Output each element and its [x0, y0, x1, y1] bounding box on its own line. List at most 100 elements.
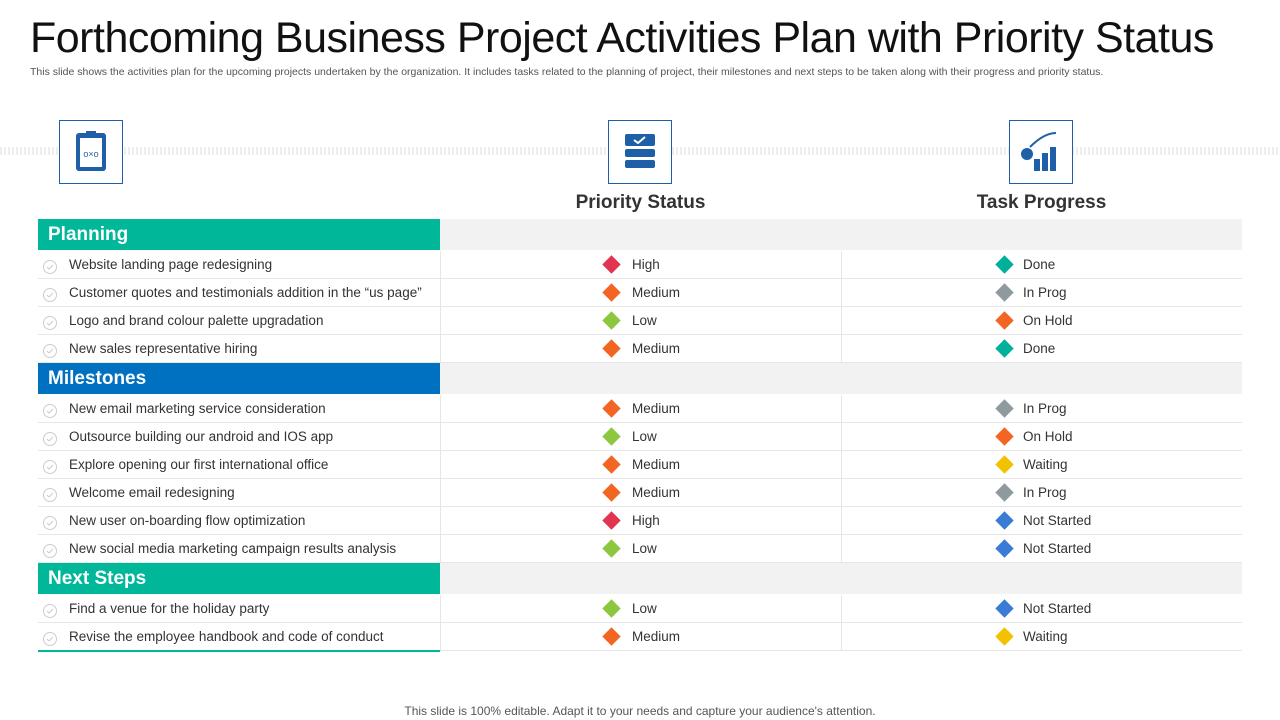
status-label: Low	[632, 313, 657, 328]
task-label: Website landing page redesigning	[69, 257, 273, 272]
divider	[440, 623, 441, 650]
svg-text:o×o: o×o	[83, 149, 98, 159]
status-diamond	[995, 483, 1014, 502]
status-label: Medium	[632, 485, 681, 500]
check-icon	[42, 401, 58, 418]
divider	[841, 507, 842, 534]
status-label: Medium	[632, 401, 681, 416]
table-row: Website landing page redesigning High Done	[38, 251, 1242, 279]
list-icon	[608, 120, 672, 184]
task-label: New sales representative hiring	[69, 341, 258, 356]
divider	[841, 279, 842, 306]
divider	[440, 251, 441, 278]
status-diamond	[602, 339, 621, 358]
status-diamond	[995, 399, 1014, 418]
check-icon	[42, 513, 58, 530]
divider	[841, 307, 842, 334]
table-row: Find a venue for the holiday party Low Not…	[38, 595, 1242, 623]
status-label: Not Started	[1023, 601, 1092, 616]
status-diamond	[602, 483, 621, 502]
table-bottom-line	[38, 650, 440, 652]
table-row: Welcome email redesigning Medium In Prog	[38, 479, 1242, 507]
status-label: Low	[632, 429, 657, 444]
divider	[841, 423, 842, 450]
column-header: Priority Status	[575, 192, 706, 213]
status-label: Not Started	[1023, 541, 1092, 556]
table-row: Outsource building our android and IOS a…	[38, 423, 1242, 451]
growth-icon	[1009, 120, 1073, 184]
divider	[440, 535, 441, 562]
status-label: Medium	[632, 341, 681, 356]
check-icon	[42, 601, 58, 618]
table-row: Customer quotes and testimonials additio…	[38, 279, 1242, 307]
divider	[841, 335, 842, 362]
status-diamond	[602, 455, 621, 474]
section-header: Milestones	[38, 363, 440, 394]
check-icon	[42, 429, 58, 446]
status-label: Waiting	[1023, 457, 1068, 472]
status-diamond	[602, 311, 621, 330]
footer: This slide is 100% editable. Adapt it to…	[404, 704, 876, 718]
title: Forthcoming Business Project Activities …	[30, 14, 1214, 62]
status-diamond	[995, 255, 1014, 274]
divider	[841, 479, 842, 506]
divider	[841, 623, 842, 650]
divider	[440, 595, 441, 622]
status-label: High	[632, 257, 660, 272]
status-label: On Hold	[1023, 429, 1073, 444]
check-icon	[42, 341, 58, 358]
check-icon	[42, 485, 58, 502]
divider	[440, 507, 441, 534]
check-icon	[42, 629, 58, 646]
status-diamond	[602, 283, 621, 302]
divider	[841, 251, 842, 278]
status-diamond	[995, 455, 1014, 474]
divider	[440, 395, 441, 422]
section-header: Planning	[38, 219, 440, 250]
status-label: Low	[632, 601, 657, 616]
section-band	[440, 219, 1242, 250]
check-icon	[42, 285, 58, 302]
status-label: In Prog	[1023, 485, 1067, 500]
status-diamond	[995, 627, 1014, 646]
section-band	[440, 363, 1242, 394]
task-label: Logo and brand colour palette upgradatio…	[69, 313, 324, 328]
task-label: Outsource building our android and IOS a…	[69, 429, 334, 444]
status-diamond	[995, 599, 1014, 618]
status-label: Waiting	[1023, 629, 1068, 644]
status-diamond	[602, 539, 621, 558]
divider	[440, 279, 441, 306]
check-icon	[42, 457, 58, 474]
task-label: New email marketing service consideratio…	[69, 401, 326, 416]
table-row: New sales representative hiring Medium Don…	[38, 335, 1242, 363]
status-label: In Prog	[1023, 401, 1067, 416]
status-label: Done	[1023, 341, 1056, 356]
divider	[841, 451, 842, 478]
task-label: Customer quotes and testimonials additio…	[69, 285, 422, 300]
status-label: Medium	[632, 457, 681, 472]
status-diamond	[995, 283, 1014, 302]
status-diamond	[602, 511, 621, 530]
table-row: Explore opening our first international …	[38, 451, 1242, 479]
table-row: Logo and brand colour palette upgradatio…	[38, 307, 1242, 335]
status-diamond	[995, 311, 1014, 330]
task-label: Explore opening our first international …	[69, 457, 329, 472]
task-label: Find a venue for the holiday party	[69, 601, 270, 616]
column-header: Task Progress	[976, 192, 1107, 213]
task-label: New user on-boarding flow optimization	[69, 513, 306, 528]
status-label: Medium	[632, 629, 681, 644]
status-diamond	[995, 339, 1014, 358]
divider	[440, 479, 441, 506]
task-label: New social media marketing campaign resu…	[69, 541, 397, 556]
check-icon	[42, 313, 58, 330]
status-label: High	[632, 513, 660, 528]
status-diamond	[602, 427, 621, 446]
divider	[841, 535, 842, 562]
status-label: Low	[632, 541, 657, 556]
status-label: In Prog	[1023, 285, 1067, 300]
divider	[440, 423, 441, 450]
divider	[440, 335, 441, 362]
status-label: Medium	[632, 285, 681, 300]
divider	[440, 307, 441, 334]
